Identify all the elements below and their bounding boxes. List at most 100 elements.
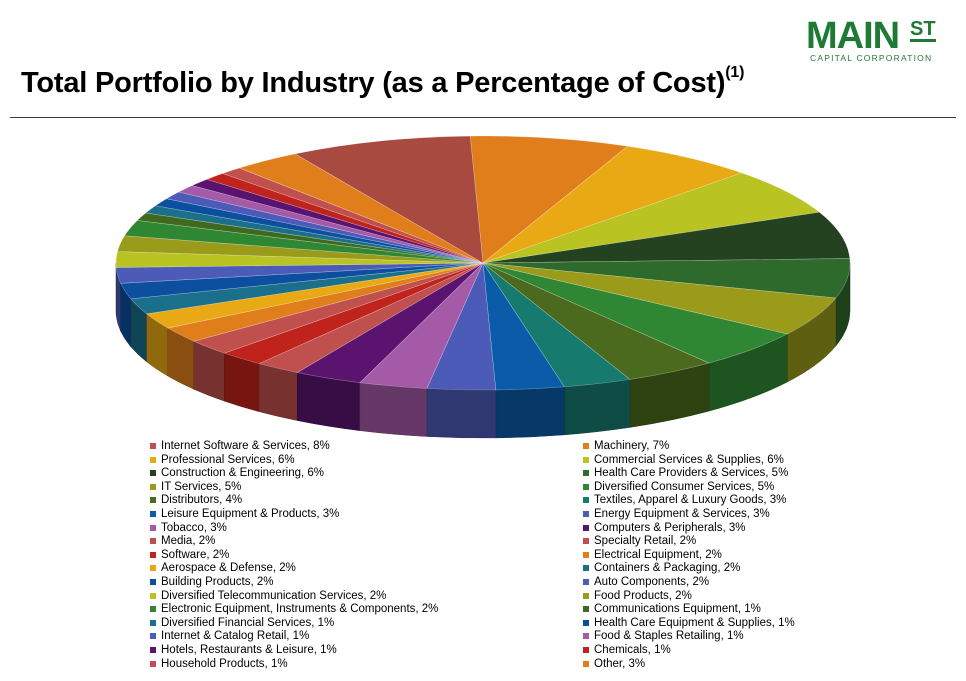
legend-swatch [150, 660, 156, 667]
pie-side-tobacco [359, 382, 428, 437]
legend-label: Health Care Equipment & Supplies, 1% [594, 616, 795, 629]
legend-swatch [150, 606, 156, 613]
legend-label: Leisure Equipment & Products, 3% [161, 508, 340, 520]
legend-swatch [150, 633, 156, 640]
legend-label: Household Products, 1% [161, 657, 288, 670]
legend-label: Distributors, 4% [161, 494, 243, 507]
legend-swatch [150, 511, 156, 517]
pie-slice-media [258, 262, 484, 373]
pie-slice-tobacco [359, 262, 484, 389]
legend-label: Machinery, 7% [594, 440, 670, 452]
pie-slice-other [238, 153, 484, 264]
legend-label: Media, 2% [161, 535, 216, 548]
legend-swatch [150, 619, 156, 626]
pie-slice-diversified-telecommunication-services [115, 251, 484, 268]
legend-swatch [583, 565, 589, 572]
pie-side-energy-equipment-services [426, 388, 497, 439]
pie-slice-internet-catalog-retail [165, 191, 484, 264]
pie-slices [115, 135, 851, 391]
title-divider [10, 117, 956, 118]
pie-slice-chemicals [205, 173, 484, 264]
legend-label: Commercial Services & Supplies, 6% [594, 453, 784, 466]
pie-slice-hotels-restaurants-leisure [191, 179, 484, 264]
legend-label: Containers & Packaging, 2% [594, 562, 741, 575]
pie-slice-machinery [469, 135, 629, 264]
legend-swatch [583, 592, 589, 599]
pie-slice-electronic-equipment-instruments-components [124, 220, 484, 264]
legend-swatch [583, 470, 589, 477]
legend-label: Building Products, 2% [161, 576, 274, 588]
legend-label: Specialty Retail, 2% [594, 535, 697, 548]
legend-label: Aerospace & Defense, 2% [161, 562, 296, 575]
legend-label: Other, 3% [594, 657, 646, 670]
pie-slice-electrical-equipment [166, 262, 484, 342]
legend-swatch [583, 538, 589, 545]
legend-swatch [150, 470, 156, 477]
pie-slice-food-staples-retailing [177, 185, 484, 264]
pie-sides [115, 262, 851, 439]
legend-swatch [150, 483, 156, 490]
pie-slice-commercial-services-supplies [482, 172, 821, 264]
pie-slice-it-services [482, 262, 837, 335]
legend-swatch [583, 660, 589, 667]
legend-label: Software, 2% [161, 548, 230, 561]
pie-slice-aerospace-defense [145, 262, 484, 329]
logo-word: MAIN [806, 15, 900, 57]
legend-swatch [583, 456, 589, 463]
legend-label: Diversified Consumer Services, 5% [594, 480, 775, 493]
legend-label: Hotels, Restaurants & Leisure, 1% [161, 644, 337, 656]
legend-swatch [150, 592, 156, 599]
pie-slice-health-care-equipment-supplies [154, 198, 484, 264]
pie-slice-health-care-providers-services [482, 258, 851, 299]
legend-label: Professional Services, 6% [161, 453, 295, 466]
pie-slice-diversified-consumer-services [482, 262, 789, 364]
legend-label: Tobacco, 3% [161, 521, 227, 534]
legend-label: Internet & Catalog Retail, 1% [161, 630, 310, 643]
main-street-logo: MAIN ST CAPITAL CORPORATION [806, 17, 946, 65]
legend-swatch [150, 497, 156, 504]
pie-slice-distributors [482, 262, 710, 380]
title-text: Total Portfolio by Industry (as a Percen… [21, 67, 726, 99]
legend-swatch [583, 619, 589, 626]
legend-swatch [150, 551, 156, 558]
legend-label: Electronic Equipment, Instruments & Comp… [161, 603, 439, 616]
legend-label: Diversified Telecommunication Services, … [161, 589, 387, 602]
logo-subtitle: CAPITAL CORPORATION [810, 53, 933, 63]
legend-label: Construction & Engineering, 6% [161, 467, 325, 480]
legend-swatch [583, 443, 589, 449]
page-title: Total Portfolio by Industry (as a Percen… [21, 64, 745, 100]
logo-superscript: ST [910, 18, 936, 42]
legend-label: IT Services, 5% [161, 480, 242, 493]
pie-slice-computers-peripherals [296, 262, 484, 383]
pie-side-textiles-apparel-luxury-goods [564, 379, 631, 436]
legend-swatch [150, 443, 156, 449]
pie-side-media [258, 363, 298, 421]
pie-slice-containers-packaging [130, 262, 484, 315]
legend-swatch [150, 565, 156, 572]
legend-swatch [150, 524, 156, 531]
legend-swatch [150, 456, 156, 463]
pie-slice-internet-software-services [294, 135, 484, 264]
legend-swatch [150, 579, 156, 585]
pie-slice-auto-components [115, 262, 484, 284]
pie-slice-building-products [120, 262, 484, 300]
legend-label: Internet Software & Services, 8% [161, 440, 330, 452]
title-footnote: (1) [725, 64, 745, 82]
pie-chart [115, 135, 851, 439]
pie-slice-software [223, 262, 484, 364]
legend-label: Computers & Peripherals, 3% [594, 521, 746, 534]
legend-label: Food & Staples Retailing, 1% [594, 630, 744, 643]
legend-swatch [583, 497, 589, 504]
legend-label: Diversified Financial Services, 1% [161, 616, 335, 629]
legend-swatch [583, 606, 589, 613]
pie-slice-textiles-apparel-luxury-goods [482, 262, 631, 388]
legend-label: Health Care Providers & Services, 5% [594, 467, 789, 480]
legend-swatch [583, 647, 589, 653]
pie-slice-construction-engineering [482, 211, 851, 264]
pie-slice-energy-equipment-services [426, 261, 497, 391]
pie-slice-specialty-retail [192, 262, 484, 354]
legend-label: Communications Equipment, 1% [594, 603, 761, 616]
legend-swatch [583, 524, 589, 531]
legend-label: Chemicals, 1% [594, 644, 671, 656]
pie-slice-communications-equipment [136, 212, 484, 264]
